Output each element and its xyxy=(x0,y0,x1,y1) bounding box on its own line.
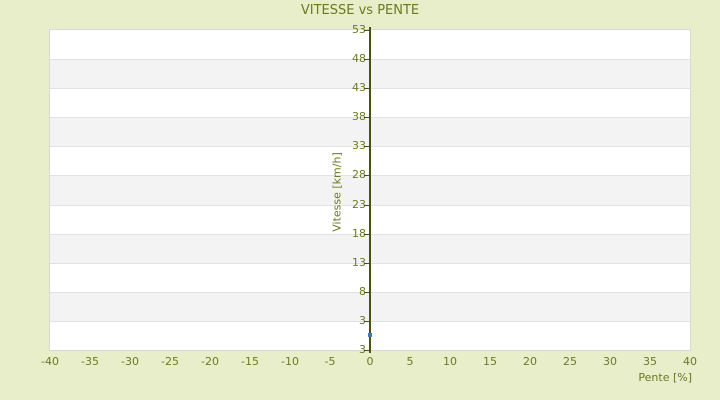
y-tick-mark xyxy=(364,30,369,31)
x-tick-label: -30 xyxy=(121,355,139,368)
y-tick-label: 38 xyxy=(352,110,366,124)
x-tick-label: 35 xyxy=(643,355,657,368)
y-tick-label: 48 xyxy=(352,52,366,66)
y-tick-label: 3 xyxy=(359,343,366,356)
y-tick-mark xyxy=(364,117,369,119)
y-tick-label: 53 xyxy=(352,23,366,36)
y-tick-label: 8 xyxy=(359,284,366,298)
x-tick-label: 30 xyxy=(603,355,617,368)
chart-title: VITESSE vs PENTE xyxy=(300,3,420,18)
y-tick-label: 23 xyxy=(352,197,366,211)
y-tick-label: 28 xyxy=(352,168,366,182)
x-tick-label: -15 xyxy=(241,355,259,368)
x-tick-label: -40 xyxy=(41,355,59,368)
x-tick-label: 25 xyxy=(563,355,577,368)
x-tick-label: -25 xyxy=(161,355,179,368)
x-tick-label: 20 xyxy=(523,355,537,368)
y-axis-title: Vitesse [km/h] xyxy=(330,152,344,232)
y-tick-mark xyxy=(364,59,369,61)
x-tick-label: 15 xyxy=(483,355,497,368)
y-tick-label: 3 xyxy=(359,313,366,327)
x-tick-label: -10 xyxy=(281,355,299,368)
y-tick-mark xyxy=(364,233,369,235)
y-tick-mark xyxy=(364,204,369,206)
y-axis-line xyxy=(369,27,371,353)
y-tick-mark xyxy=(364,320,369,322)
y-tick-mark xyxy=(364,350,369,351)
x-tick-label: 0 xyxy=(366,355,374,368)
data-point xyxy=(368,333,372,338)
y-tick-mark xyxy=(364,291,369,293)
x-tick-label: 40 xyxy=(683,355,697,368)
y-tick-mark xyxy=(364,88,369,90)
y-tick-label: 13 xyxy=(352,255,366,269)
y-tick-label: 33 xyxy=(352,139,366,153)
x-tick-label: -5 xyxy=(324,355,336,368)
x-tick-label: 10 xyxy=(443,355,457,368)
y-tick-label: 43 xyxy=(352,81,366,95)
x-tick-label: -20 xyxy=(201,355,219,368)
y-tick-mark xyxy=(364,146,369,148)
x-tick-label: -35 xyxy=(81,355,99,368)
y-tick-mark xyxy=(364,262,369,264)
x-tick-label: 5 xyxy=(406,355,414,368)
y-tick-label: 18 xyxy=(352,226,366,240)
x-axis-title: Pente [%] xyxy=(638,371,692,384)
y-tick-mark xyxy=(364,175,369,177)
